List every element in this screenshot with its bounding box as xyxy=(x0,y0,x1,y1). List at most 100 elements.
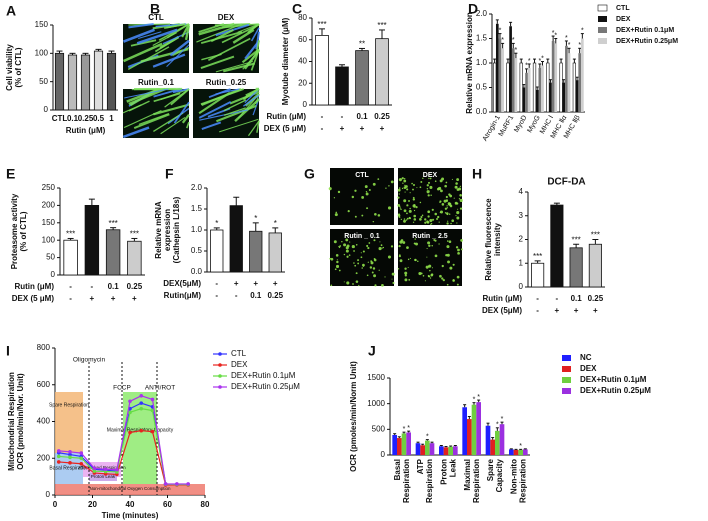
fluorescence-dot xyxy=(388,185,390,187)
annotation: ATP-Linked Respiration xyxy=(78,465,126,470)
bar xyxy=(572,62,576,113)
error-bar xyxy=(495,19,499,24)
error-bar xyxy=(533,58,537,63)
fluorescence-dot xyxy=(402,182,404,184)
fluorescence-dot xyxy=(404,271,408,275)
legend-label: CTL xyxy=(231,349,247,358)
y-axis-label: Relative fluorescence xyxy=(484,198,493,281)
y-axis-label: Myotube diameter (μM) xyxy=(281,17,290,105)
fluorescence-dot xyxy=(440,189,443,193)
treatment-label: Rutin (μM) xyxy=(482,294,522,303)
image-caption: Rutin _ 2.5 xyxy=(412,233,448,240)
fluorescence-dot xyxy=(447,220,449,222)
fluorescence-dot xyxy=(343,253,346,256)
fluorescence-dot xyxy=(397,203,401,207)
panel-label: D xyxy=(468,1,478,17)
annotation: ANTI/ROT xyxy=(145,385,175,392)
error-bar xyxy=(519,58,523,63)
error-bar xyxy=(540,61,544,66)
bar xyxy=(495,430,500,455)
data-point xyxy=(79,461,84,466)
micrograph xyxy=(193,22,261,73)
bar xyxy=(63,239,78,276)
x-tick-label: Capacity xyxy=(495,458,504,492)
fluorescence-dot xyxy=(450,222,452,225)
fluorescence-dot xyxy=(377,178,380,181)
fluorescence-dot xyxy=(380,244,383,247)
myotube xyxy=(181,114,190,124)
fluorescence-dot xyxy=(384,276,386,278)
data-point xyxy=(139,393,144,398)
error-bar xyxy=(449,445,453,447)
region xyxy=(55,392,83,453)
fluorescence-dot xyxy=(334,268,337,271)
legend-swatch xyxy=(598,16,607,22)
significance-label: * xyxy=(568,42,571,49)
myotube xyxy=(222,62,256,73)
fluorescence-dot xyxy=(439,211,441,213)
data-point xyxy=(68,461,72,465)
image-caption: DEX xyxy=(218,13,235,22)
fluorescence-dot xyxy=(424,218,427,221)
bar xyxy=(471,404,477,455)
significance-label: *** xyxy=(571,235,580,244)
error-bar xyxy=(573,243,580,248)
fluorescence-dot xyxy=(403,219,407,223)
series-line xyxy=(58,395,189,485)
error-bar xyxy=(572,58,576,63)
micrograph xyxy=(329,229,395,287)
bar xyxy=(511,48,515,112)
fluorescence-dot xyxy=(428,177,430,180)
data-point xyxy=(79,456,84,461)
fluorescence-dot xyxy=(429,177,432,180)
myotube xyxy=(237,23,260,33)
fluorescence-dot xyxy=(455,186,458,188)
fluorescence-dot xyxy=(430,194,432,196)
fluorescence-dot xyxy=(439,274,442,278)
error-bar xyxy=(453,445,457,447)
fluorescence-dot xyxy=(458,198,461,200)
error-bar xyxy=(486,422,490,426)
fluorescence-dot xyxy=(373,258,376,260)
error-bar xyxy=(319,28,325,36)
fluorescence-dot xyxy=(429,218,433,223)
legend-swatch xyxy=(562,377,571,383)
bar xyxy=(569,247,583,288)
fluorescence-dot xyxy=(392,281,395,285)
bar xyxy=(581,38,584,112)
data-point xyxy=(56,460,61,464)
bar xyxy=(522,87,526,112)
myotube xyxy=(223,99,247,112)
significance-label: * xyxy=(519,443,522,450)
fluorescence-dot xyxy=(374,212,377,216)
error-bar xyxy=(562,79,566,83)
legend-label: DEX+Rutin 0.25μM xyxy=(616,38,678,45)
data-point xyxy=(92,466,97,471)
fluorescence-dot xyxy=(404,278,408,282)
treatment-value: 0.1 xyxy=(250,291,262,300)
fluorescence-dot xyxy=(449,266,453,270)
significance-label: * xyxy=(554,32,557,39)
error-bar xyxy=(548,79,552,83)
myotube xyxy=(252,23,260,30)
fluorescence-dot xyxy=(431,245,433,247)
fluorescence-dot xyxy=(407,266,409,268)
treatment-value: 0.25 xyxy=(588,294,604,303)
significance-label: * xyxy=(473,396,476,403)
error-bar xyxy=(213,227,220,230)
error-bar xyxy=(534,260,541,264)
bar xyxy=(84,204,100,276)
y-tick-label: 150 xyxy=(42,218,56,227)
fluorescence-dot xyxy=(341,240,343,243)
fluorescence-dot xyxy=(397,196,400,199)
fluorescence-dot xyxy=(452,279,455,282)
fluorescence-dot xyxy=(420,181,423,183)
data-point xyxy=(128,399,132,404)
treatment-label: Rutin(μM) xyxy=(164,291,202,300)
treatment-value: + xyxy=(555,306,560,315)
myotube xyxy=(153,112,184,132)
treatment-label: Rutin (μM) xyxy=(14,282,54,291)
significance-label: * xyxy=(552,30,555,37)
fluorescence-dot xyxy=(426,256,428,258)
x-tick-label: 0.25 xyxy=(78,114,94,123)
